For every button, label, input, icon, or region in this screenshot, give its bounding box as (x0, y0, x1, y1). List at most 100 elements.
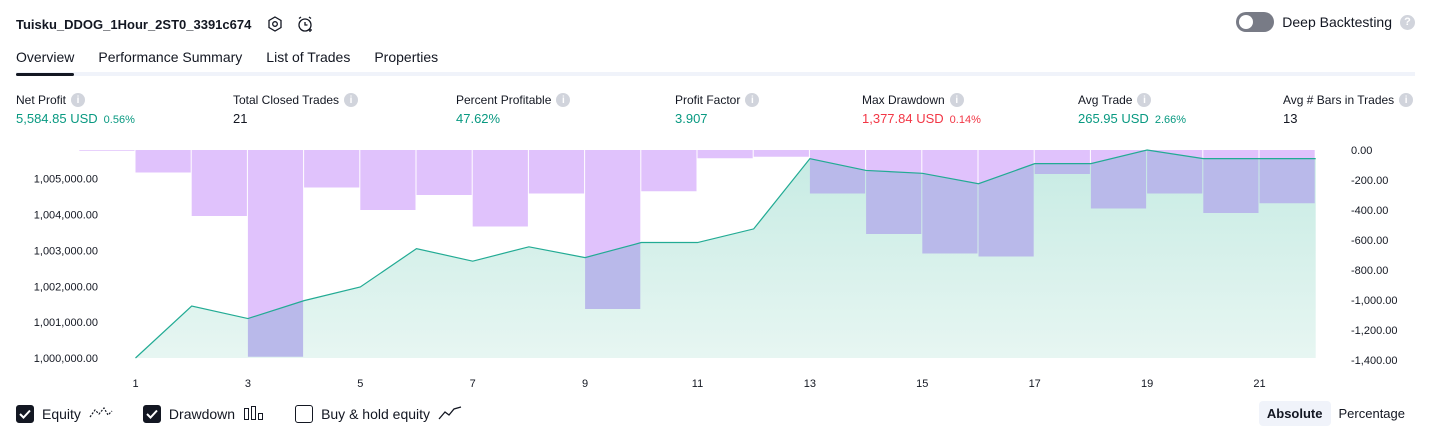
deep-backtesting-label: Deep Backtesting (1282, 14, 1392, 30)
drawdown-bar (416, 150, 472, 195)
right-axis-tick-label: -600.00 (1351, 235, 1388, 247)
report-tabs: Overview Performance Summary List of Tra… (16, 46, 1415, 76)
metric-profit-factor: Profit Factor i 3.907 (675, 93, 760, 126)
metrics-row: Net Profit i 5,584.85 USD 0.56% Total Clos… (0, 93, 1431, 133)
right-axis-tick-label: 0.00 (1351, 145, 1372, 157)
drawdown-equity-overlap (247, 300, 304, 357)
drawdown-equity-overlap (1147, 150, 1203, 194)
drawdown-bar (360, 150, 416, 210)
metric-value: 13 (1283, 111, 1298, 126)
x-axis-tick-label: 1 (132, 378, 138, 390)
metric-percent-profitable: Percent Profitable i 47.62% (456, 93, 571, 126)
metric-value: 1,377.84 USD (862, 111, 944, 126)
drawdown-equity-overlap (1203, 158, 1259, 213)
help-icon[interactable]: ? (1400, 14, 1415, 30)
legend-drawdown-label: Drawdown (168, 406, 236, 422)
strategy-header: Tuisku_DDOG_1Hour_2ST0_3391c674 Deep Bac… (16, 12, 1415, 36)
drawdown-bar (697, 150, 753, 159)
info-icon[interactable]: i (344, 93, 359, 107)
drawdown-equity-overlap (1259, 158, 1315, 204)
drawdown-bar (79, 150, 135, 151)
x-axis-tick-label: 11 (692, 378, 703, 390)
x-axis-tick-label: 9 (582, 378, 588, 390)
metric-value: 21 (233, 111, 248, 126)
toggle-knob (1239, 15, 1254, 29)
right-axis-tick-label: -1,200.00 (1351, 325, 1397, 337)
metric-total-closed-trades: Total Closed Trades i 21 (233, 93, 359, 126)
left-axis-tick-label: 1,000,000.00 (34, 353, 98, 365)
info-icon[interactable]: i (745, 93, 760, 107)
info-icon[interactable]: i (1137, 93, 1152, 107)
buy-hold-line-icon (438, 405, 462, 424)
metric-percent: 2.66% (1154, 114, 1187, 126)
info-icon[interactable]: i (556, 93, 571, 107)
x-axis-tick-label: 13 (804, 378, 816, 390)
right-axis-tick-label: -200.00 (1351, 175, 1388, 187)
left-axis-tick-label: 1,004,000.00 (34, 210, 98, 222)
metric-value: 47.62% (456, 111, 501, 126)
metric-label: Avg Trade (1078, 93, 1133, 107)
right-axis-tick-label: -1,000.00 (1351, 295, 1397, 307)
deep-backtesting-toggle[interactable] (1236, 12, 1275, 32)
info-icon[interactable]: i (949, 93, 964, 107)
tab-performance-summary[interactable]: Performance Summary (98, 49, 243, 65)
x-axis-tick-label: 7 (470, 378, 476, 390)
drawdown-equity-overlap (922, 173, 978, 254)
deep-backtesting-control: Deep Backtesting ? (1236, 12, 1415, 32)
equity-line-icon (89, 405, 113, 424)
drawdown-equity-overlap (585, 242, 641, 309)
drawdown-equity-overlap (866, 170, 922, 234)
drawdown-equity-overlap (1090, 150, 1147, 209)
metric-net-profit: Net Profit i 5,584.85 USD 0.56% (16, 93, 135, 126)
right-axis-tick-label: -800.00 (1351, 265, 1388, 277)
metric-label: Total Closed Trades (233, 93, 340, 107)
x-axis-tick-label: 19 (1141, 378, 1153, 390)
drawdown-bars-icon (243, 405, 265, 424)
metric-max-drawdown: Max Drawdown i 1,377.84 USD 0.14% (862, 93, 981, 126)
metric-value: 5,584.85 USD (16, 111, 98, 126)
drawdown-bar (528, 150, 585, 194)
chart-legend: Equity Drawdown Buy & hold equity (16, 403, 492, 425)
metric-percent: 0.56% (103, 114, 135, 126)
metric-avg-bars: Avg # Bars in Trades i 13 (1283, 93, 1414, 126)
settings-icon[interactable] (265, 14, 285, 34)
absolute-button[interactable]: Absolute (1258, 401, 1331, 426)
legend-buy-hold-label: Buy & hold equity (321, 406, 431, 422)
left-axis-tick-label: 1,001,000.00 (34, 317, 98, 329)
metric-label: Avg # Bars in Trades (1283, 93, 1395, 107)
drawdown-bar (304, 150, 360, 188)
x-axis-tick-label: 3 (245, 378, 251, 390)
info-icon[interactable]: i (71, 93, 86, 107)
equity-checkbox[interactable] (16, 405, 34, 423)
legend-buy-hold[interactable]: Buy & hold equity (295, 405, 462, 424)
scale-toggle: Absolute Percentage (1258, 401, 1413, 426)
tab-properties[interactable]: Properties (374, 49, 439, 65)
add-alert-icon[interactable] (295, 14, 315, 34)
buy-hold-checkbox[interactable] (295, 405, 314, 423)
x-axis-tick-label: 21 (1253, 378, 1265, 390)
right-axis-tick-label: -400.00 (1351, 205, 1388, 217)
x-axis-tick-label: 5 (357, 378, 363, 390)
equity-line (135, 149, 1316, 359)
metric-label: Max Drawdown (862, 93, 945, 107)
tab-list-of-trades[interactable]: List of Trades (266, 49, 351, 65)
drawdown-checkbox[interactable] (142, 405, 161, 423)
strategy-name: Tuisku_DDOG_1Hour_2ST0_3391c674 (16, 16, 252, 32)
percentage-button[interactable]: Percentage (1338, 406, 1406, 421)
drawdown-bar (753, 150, 809, 157)
left-axis-tick-label: 1,003,000.00 (34, 245, 98, 257)
tab-overview[interactable]: Overview (16, 46, 75, 76)
left-axis-tick-label: 1,005,000.00 (34, 174, 98, 186)
legend-equity[interactable]: Equity (16, 405, 113, 424)
metric-label: Net Profit (16, 93, 67, 107)
x-axis-tick-label: 15 (916, 378, 928, 390)
equity-drawdown-chart[interactable]: 1,000,000.00 1,001,000.00 1,002,000.00 1,00… (0, 140, 1431, 395)
left-axis-tick-label: 1,002,000.00 (34, 281, 98, 293)
legend-drawdown[interactable]: Drawdown (142, 405, 265, 424)
info-icon[interactable]: i (1399, 93, 1414, 107)
metric-avg-trade: Avg Trade i 265.95 USD 2.66% (1078, 93, 1186, 126)
drawdown-bar (472, 150, 528, 227)
drawdown-bar (641, 150, 697, 192)
metric-value: 265.95 USD (1078, 111, 1149, 126)
right-axis-tick-label: -1,400.00 (1351, 355, 1397, 367)
